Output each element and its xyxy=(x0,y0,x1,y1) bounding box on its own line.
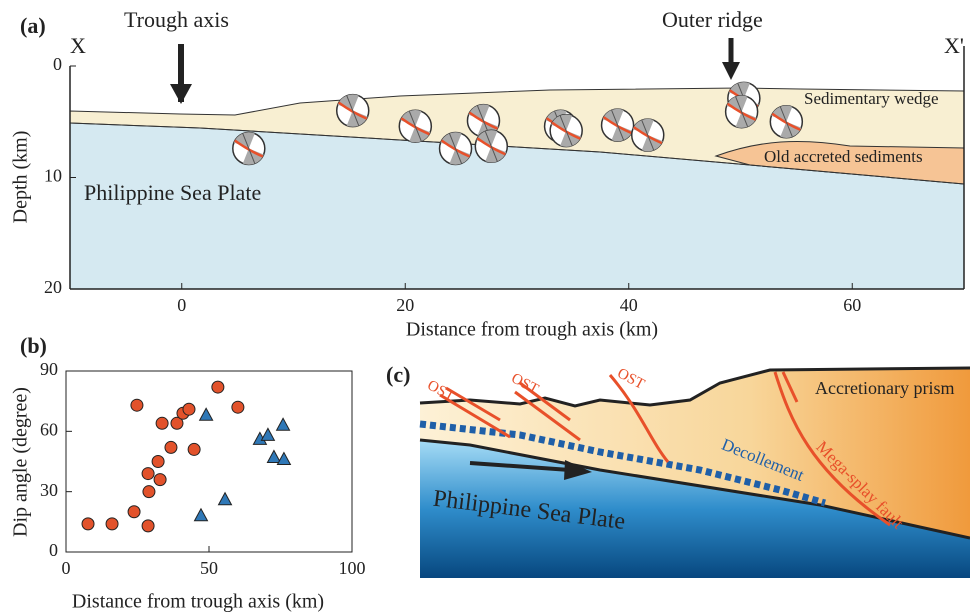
x-axis-label: Distance from trough axis (km) xyxy=(406,319,658,341)
point xyxy=(142,520,154,532)
x-tick-label: 40 xyxy=(620,295,638,315)
point xyxy=(154,474,166,486)
point xyxy=(194,509,207,521)
focal-mechanism xyxy=(632,119,664,151)
focal-mechanism xyxy=(602,109,634,141)
focal-mechanism xyxy=(726,96,758,128)
point xyxy=(165,441,177,453)
y-tick-label: 0 xyxy=(53,54,62,74)
annotation: Philippine Sea Plate xyxy=(84,180,261,205)
point xyxy=(128,506,140,518)
focal-mechanism xyxy=(770,106,802,138)
panel-c: (c) OST OST OST Accretionary prism Decol… xyxy=(386,362,970,578)
annotation: X' xyxy=(944,33,964,58)
x-tick-label: 0 xyxy=(62,558,71,578)
annotation: X xyxy=(70,33,86,58)
panel-label: (c) xyxy=(386,362,410,387)
x-axis-label: Distance from trough axis (km) xyxy=(72,591,324,613)
point xyxy=(277,418,290,430)
arrow-head xyxy=(170,84,192,104)
y-axis-label: Dip angle (degree) xyxy=(10,387,32,537)
focal-mechanism xyxy=(550,114,582,146)
focal-mechanism xyxy=(440,132,472,164)
y-tick-label: 20 xyxy=(44,277,62,297)
figure: (c) OST OST OST Accretionary prism Decol… xyxy=(0,0,970,615)
point xyxy=(188,443,200,455)
point xyxy=(232,401,244,413)
point xyxy=(152,456,164,468)
focal-mechanism xyxy=(337,94,369,126)
x-tick-label: 60 xyxy=(843,295,861,315)
point xyxy=(143,486,155,498)
point xyxy=(183,403,195,415)
y-tick-label: 90 xyxy=(40,359,58,379)
point xyxy=(106,518,118,530)
y-tick-label: 0 xyxy=(49,540,58,560)
focal-mechanism xyxy=(399,110,431,142)
panel-label: (b) xyxy=(20,333,47,358)
panel-label: (a) xyxy=(20,13,46,38)
y-tick-label: 60 xyxy=(40,419,58,439)
focal-mechanism xyxy=(475,130,507,162)
y-tick-label: 10 xyxy=(44,166,62,186)
arrow-head xyxy=(722,62,740,80)
x-tick-label: 50 xyxy=(200,558,218,578)
point xyxy=(277,452,290,464)
point xyxy=(142,468,154,480)
y-tick-label: 30 xyxy=(40,480,58,500)
annotation: Trough axis xyxy=(124,7,229,32)
point xyxy=(82,518,94,530)
point xyxy=(219,493,232,505)
x-tick-label: 20 xyxy=(396,295,414,315)
annotation: Sedimentary wedge xyxy=(804,89,939,108)
point xyxy=(131,399,143,411)
x-tick-label: 100 xyxy=(339,558,366,578)
point xyxy=(200,408,213,420)
prism-label: Accretionary prism xyxy=(815,378,954,398)
annotation: Old accreted sediments xyxy=(764,147,923,166)
x-tick-label: 0 xyxy=(177,295,186,315)
focal-mechanism xyxy=(233,132,265,164)
point xyxy=(267,450,280,462)
y-axis-label: Depth (km) xyxy=(10,131,32,224)
point xyxy=(261,428,274,440)
point xyxy=(212,381,224,393)
annotation: Outer ridge xyxy=(662,7,763,32)
point xyxy=(156,417,168,429)
